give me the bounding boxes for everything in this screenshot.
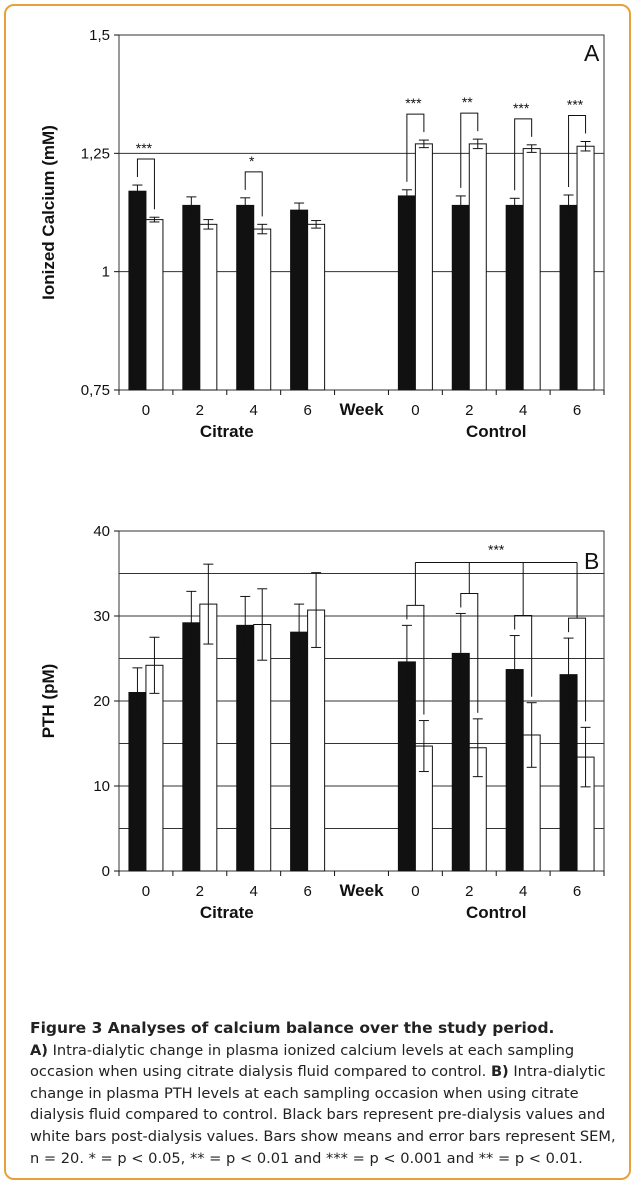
panel-a-x-tick-label: 4 — [519, 402, 527, 419]
figure-frame: 0,75 1 1,25 1,5 Ionized Calcium (mM) A 0 2 4 6 0 2 4… — [4, 4, 631, 1180]
panel-b-post-bar — [145, 664, 164, 872]
panel-a-significance-bracket — [460, 112, 479, 188]
panel-a-significance-label: *** — [513, 100, 530, 116]
panel-a-pre-bar — [128, 190, 147, 391]
panel-a-pre-bar — [397, 195, 416, 391]
panel-b-x-tick-label: 6 — [573, 883, 581, 900]
panel-b-y-tick-label: 10 — [93, 778, 110, 795]
panel-b-week-label: Week — [339, 881, 384, 900]
panel-b-panel-letter: B — [584, 548, 599, 574]
panel-b-post-bar — [253, 624, 272, 872]
panel-a-significance-label: * — [249, 153, 255, 169]
panel-b-pre-bar — [290, 631, 309, 872]
panel-b-overall-significance-label: *** — [488, 541, 505, 557]
panel-a-significance-bracket — [244, 171, 263, 217]
panel-a-significance-bracket — [514, 118, 533, 191]
panel-b-pair-bracket — [460, 592, 479, 713]
panel-b-chart: 0 10 20 30 40 PTH (pM) B 0 2 4 6 0 2 4 6 Week Citrate Con… — [39, 523, 605, 922]
panel-a-pre-bar — [451, 204, 470, 391]
panel-b-pre-bar — [182, 622, 201, 872]
panel-a-significance-label: *** — [567, 97, 584, 113]
panel-a-x-tick-label: 4 — [250, 402, 258, 419]
panel-a-y-tick-label: 0,75 — [81, 382, 110, 399]
panel-a-week-label: Week — [339, 400, 384, 419]
panel-a-pre-bar — [236, 204, 255, 391]
panel-b-y-axis-label: PTH (pM) — [39, 664, 58, 739]
panel-a-post-bar — [468, 143, 487, 391]
panel-a-post-bar — [199, 223, 218, 391]
panel-a-significance-bracket — [568, 115, 587, 187]
panel-a-post-bar — [522, 148, 541, 391]
panel-a-significance-bracket — [406, 113, 425, 182]
panel-b-y-tick-label: 20 — [93, 693, 110, 710]
panel-a-y-axis-label: Ionized Calcium (mM) — [39, 125, 58, 300]
panel-b-x-tick-label: 2 — [196, 883, 204, 900]
panel-a-y-tick-label: 1 — [102, 264, 110, 281]
panel-b-x-tick-label: 6 — [303, 883, 311, 900]
panel-a-chart: 0,75 1 1,25 1,5 Ionized Calcium (mM) A 0 2 4 6 0 2 4… — [39, 27, 605, 441]
panel-a-post-bar — [307, 223, 326, 391]
panel-a-x-tick-label: 6 — [303, 402, 311, 419]
panel-b-pre-bar — [236, 624, 255, 872]
panel-b-x-tick-label: 4 — [519, 883, 527, 900]
panel-a-pre-bar — [559, 204, 578, 391]
panel-a-significance-label: *** — [405, 95, 422, 111]
panel-b-y-tick-label: 0 — [102, 863, 110, 880]
caption-b-text: Intra-dialytic change in plasma PTH leve… — [30, 1063, 616, 1167]
panel-a-y-tick-label: 1,5 — [89, 27, 110, 44]
panel-a-x-tick-label: 6 — [573, 402, 581, 419]
panel-a-pre-bar — [505, 204, 524, 391]
panel-a-post-bar — [253, 228, 272, 391]
panel-a-post-bar — [414, 143, 433, 391]
panel-a-x-tick-label: 2 — [196, 402, 204, 419]
caption-a-text: Intra-dialytic change in plasma ionized … — [30, 1041, 575, 1081]
panel-a-x-tick-label: 2 — [465, 402, 473, 419]
panel-a-pre-bar — [182, 204, 201, 391]
panel-a-pre-bar — [290, 209, 309, 391]
panel-a-group-label: Citrate — [200, 422, 254, 441]
panel-b-y-tick-label: 40 — [93, 523, 110, 540]
panel-a-significance-label: ** — [462, 94, 473, 110]
panel-b-post-bar — [307, 609, 326, 872]
panel-a-significance-label: *** — [136, 140, 153, 156]
caption-title: Figure 3 Analyses of calcium balance ove… — [30, 1019, 555, 1037]
panel-b-x-tick-label: 0 — [142, 883, 150, 900]
panel-a-group-label: Control — [466, 422, 526, 441]
panel-a-panel-letter: A — [584, 40, 600, 66]
caption-a-label: A) — [30, 1041, 48, 1059]
panel-a-post-bar — [145, 219, 164, 391]
panel-b-x-tick-label: 2 — [465, 883, 473, 900]
figure-caption: Figure 3 Analyses of calcium balance ove… — [30, 1018, 620, 1169]
panel-b-x-tick-label: 0 — [411, 883, 419, 900]
panel-b-group-label: Citrate — [200, 903, 254, 922]
panel-b-x-tick-label: 4 — [250, 883, 258, 900]
panel-a-x-tick-label: 0 — [142, 402, 150, 419]
panel-b-y-tick-label: 30 — [93, 608, 110, 625]
panel-a-y-tick-label: 1,25 — [81, 145, 110, 162]
panel-a-plot-frame — [118, 34, 605, 391]
panel-a-significance-bracket — [136, 158, 155, 210]
panel-b-pre-bar — [128, 692, 147, 872]
panel-a-post-bar — [576, 145, 595, 391]
panel-b-group-label: Control — [466, 903, 526, 922]
caption-b-label: B) — [490, 1063, 509, 1081]
panel-a-x-tick-label: 0 — [411, 402, 419, 419]
